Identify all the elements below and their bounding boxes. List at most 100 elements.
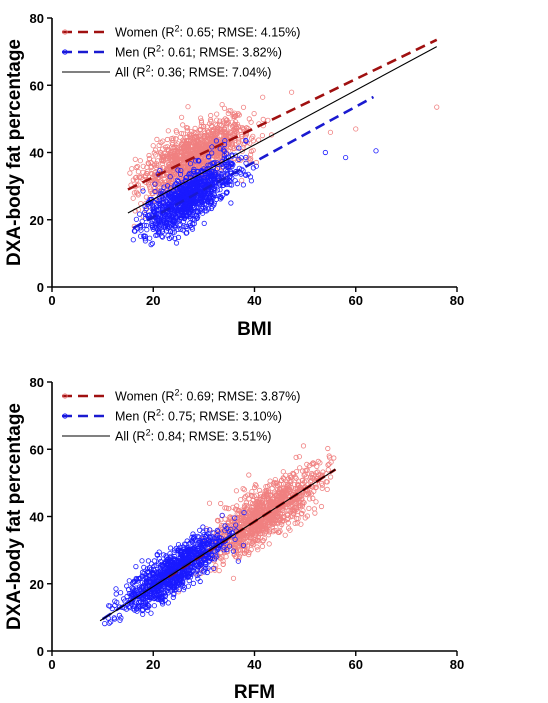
data-point-men — [200, 176, 207, 182]
data-point-women — [206, 500, 213, 506]
data-point-men — [181, 188, 187, 194]
data-point-men — [190, 536, 196, 542]
data-point-men — [150, 224, 156, 230]
data-point-men — [141, 222, 147, 228]
data-point-men — [194, 215, 200, 221]
data-point-women — [297, 465, 303, 471]
data-point-women — [248, 148, 254, 154]
data-point-women — [258, 499, 264, 506]
data-point-men — [207, 534, 214, 541]
data-point-women — [127, 170, 133, 176]
data-point-men — [160, 595, 166, 602]
legend-marker-men — [62, 413, 68, 419]
data-point-women — [144, 171, 150, 177]
data-point-women — [152, 170, 158, 176]
data-point-women — [246, 116, 252, 122]
data-point-women — [242, 532, 248, 539]
data-point-men — [198, 542, 204, 548]
data-point-women — [155, 184, 161, 190]
data-point-men — [217, 196, 223, 202]
data-point-women — [236, 112, 242, 118]
data-point-men — [222, 523, 228, 529]
data-point-men — [229, 530, 235, 536]
data-point-women — [312, 510, 318, 516]
data-point-men — [102, 620, 108, 627]
data-point-men — [181, 584, 187, 590]
data-point-men — [156, 585, 162, 592]
data-point-men — [142, 212, 149, 218]
y-tick-label: 60 — [30, 442, 44, 457]
data-point-women — [325, 445, 331, 452]
data-point-men — [219, 512, 225, 518]
data-point-men — [188, 574, 194, 580]
data-point-women — [317, 472, 323, 478]
data-point-women — [237, 548, 244, 554]
data-point-men — [164, 183, 171, 189]
data-point-women — [215, 518, 221, 524]
data-point-men — [205, 531, 211, 537]
chart-panel-2: 0 20 40 60 80 0 20 40 60 80 RFM DXA-body fat percen… — [4, 375, 464, 703]
data-point-men — [196, 158, 202, 164]
data-point-men — [108, 619, 114, 625]
data-point-men — [180, 565, 186, 571]
data-point-men — [189, 211, 195, 217]
data-point-men — [166, 220, 172, 226]
fit-line-women — [127, 38, 438, 191]
data-point-women — [145, 160, 151, 166]
data-point-men — [169, 213, 175, 219]
data-point-men — [248, 178, 254, 184]
data-point-men — [183, 230, 189, 236]
data-point-women — [284, 484, 290, 490]
data-point-women — [314, 463, 320, 469]
x-tick-label: 80 — [450, 657, 464, 672]
data-point-men — [175, 178, 181, 185]
data-point-men — [169, 560, 175, 566]
data-point-women — [292, 520, 298, 527]
data-point-men — [167, 174, 173, 180]
data-point-women — [152, 147, 159, 153]
data-point-women — [168, 150, 174, 156]
data-point-men — [139, 569, 146, 576]
data-point-women — [279, 521, 285, 528]
data-point-women — [324, 479, 330, 485]
data-point-men — [140, 600, 146, 607]
data-point-men — [253, 163, 259, 169]
data-point-women — [201, 133, 208, 139]
data-point-women — [230, 113, 236, 120]
data-point-women — [236, 137, 242, 143]
data-point-men — [144, 604, 150, 611]
data-point-men — [194, 547, 201, 553]
data-point-women — [243, 548, 250, 554]
data-point-men — [209, 150, 215, 156]
data-point-women — [130, 177, 136, 183]
data-point-women — [300, 508, 306, 514]
data-point-men — [183, 178, 189, 184]
data-point-men — [196, 563, 202, 569]
data-point-women — [160, 146, 166, 152]
data-point-women — [256, 503, 262, 510]
data-point-men — [194, 198, 200, 204]
data-point-women — [196, 139, 202, 145]
data-point-men — [151, 571, 157, 577]
data-point-men — [211, 175, 217, 181]
data-point-men — [198, 208, 204, 214]
data-point-men — [243, 137, 249, 143]
data-point-women — [290, 507, 297, 513]
data-point-women — [260, 116, 266, 123]
data-point-women — [300, 443, 307, 449]
data-point-men — [139, 218, 145, 224]
data-point-women — [129, 166, 135, 172]
data-point-men — [173, 240, 180, 246]
data-point-men — [178, 575, 184, 581]
data-point-women — [293, 454, 299, 460]
data-point-women — [166, 162, 172, 168]
data-point-women — [148, 160, 154, 166]
data-point-women — [214, 517, 221, 524]
data-point-men — [202, 169, 208, 175]
data-point-women — [235, 507, 242, 513]
data-point-men — [226, 163, 232, 169]
data-point-men — [163, 553, 169, 559]
data-point-men — [250, 165, 256, 171]
data-point-women — [180, 144, 186, 150]
data-point-men — [133, 563, 139, 570]
